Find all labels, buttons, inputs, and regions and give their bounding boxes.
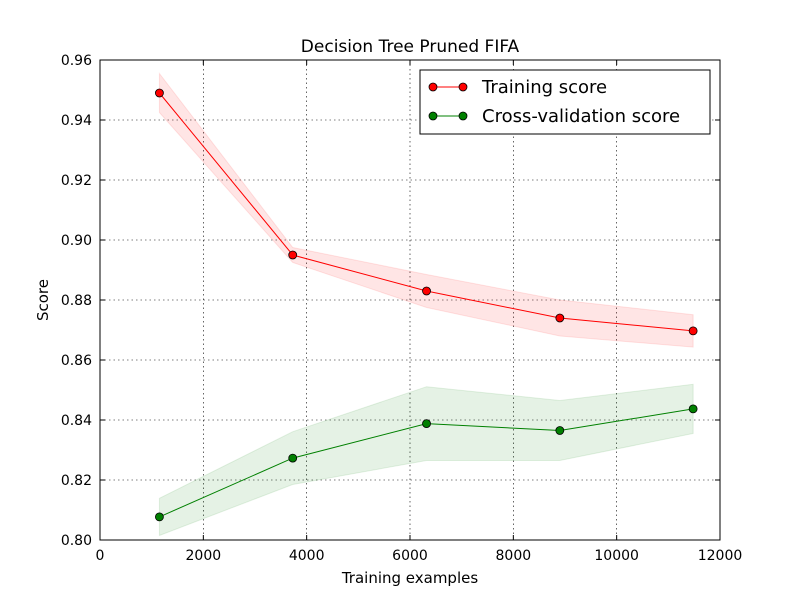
y-axis-label: Score	[34, 279, 52, 321]
cross-validation-score-point	[288, 453, 298, 463]
x-tick-label: 4000	[289, 548, 325, 564]
x-tick-label: 8000	[496, 548, 532, 564]
training-score-point	[155, 88, 164, 98]
cross-validation-score-point	[155, 512, 164, 522]
x-axis-label: Training examples	[341, 569, 479, 587]
x-tick-label: 10000	[594, 548, 639, 564]
cross-validation-score-point	[688, 404, 698, 414]
axis-ticks: 0 2000 4000 6000 8000 10000 12000 0.80 0.82 0.84 0…	[61, 53, 742, 564]
y-tick-label: 0.96	[61, 53, 92, 69]
cross-validation-score-legend-label: Cross-validation score	[482, 106, 680, 127]
training-score-point	[688, 326, 698, 336]
y-tick-label: 0.84	[61, 413, 92, 429]
training-score-point	[555, 313, 565, 323]
x-tick-label: 6000	[392, 548, 428, 564]
chart-title: Decision Tree Pruned FIFA	[301, 37, 520, 57]
cross-validation-score-band	[158, 383, 694, 537]
training-score-legend-label: Training score	[481, 77, 607, 98]
cross-validation-score-legend-marker	[458, 111, 468, 121]
training-score-legend-marker	[428, 82, 438, 92]
x-tick-label: 12000	[698, 548, 743, 564]
y-tick-label: 0.86	[61, 353, 92, 369]
x-tick-label: 2000	[186, 548, 222, 564]
y-tick-label: 0.94	[61, 113, 92, 129]
training-score-legend-marker	[458, 82, 468, 92]
y-tick-label: 0.92	[61, 173, 92, 189]
cross-validation-score-point	[555, 426, 565, 435]
y-tick-label: 0.88	[61, 293, 92, 309]
training-score-point	[288, 250, 298, 260]
x-tick-label: 0	[96, 548, 105, 564]
cross-validation-score-point	[422, 419, 431, 429]
y-tick-label: 0.80	[61, 533, 92, 549]
legend: Training score Cross-validation score	[419, 69, 711, 135]
cross-validation-score-legend-marker	[428, 111, 438, 121]
y-tick-label: 0.90	[61, 233, 92, 249]
training-score-point	[422, 286, 431, 296]
legend-box	[419, 69, 711, 135]
series-points	[155, 88, 698, 522]
y-tick-label: 0.82	[61, 473, 92, 489]
